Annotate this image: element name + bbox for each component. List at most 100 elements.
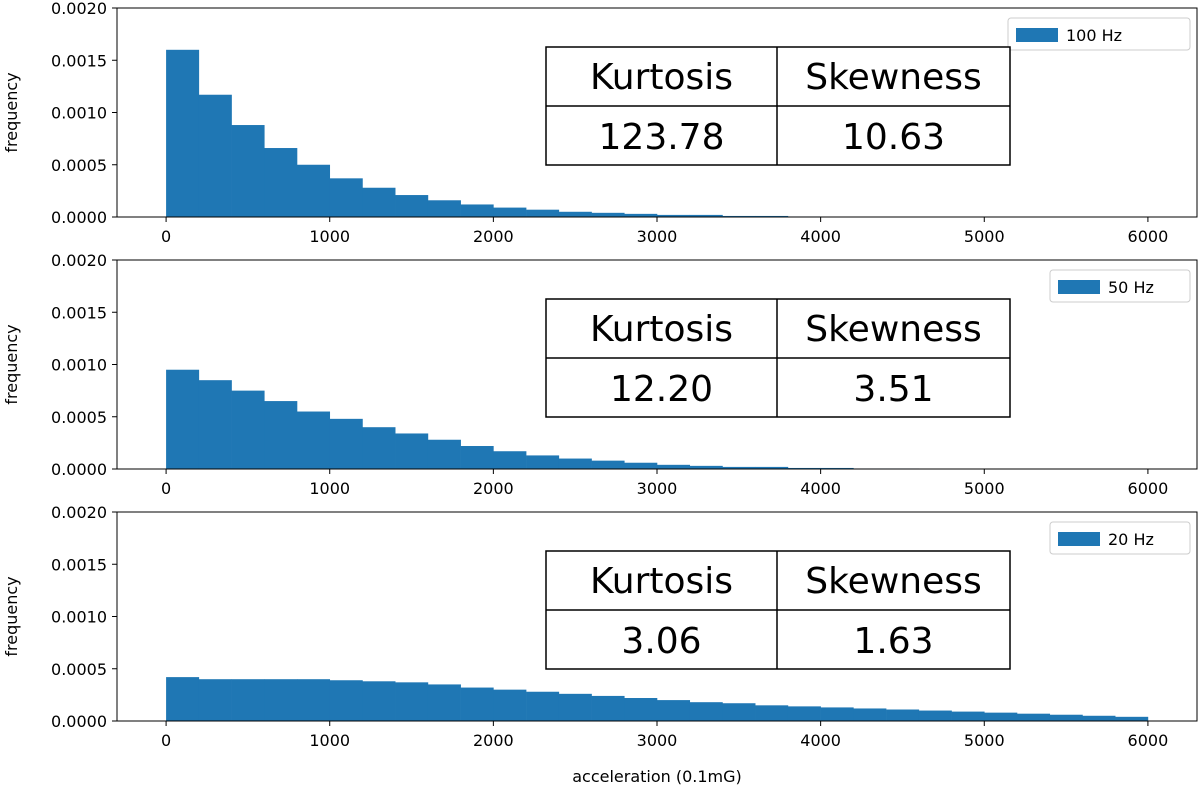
y-tick-label: 0.0020: [51, 0, 107, 18]
x-tick-label: 3000: [637, 479, 678, 498]
x-tick-label: 3000: [637, 731, 678, 750]
histogram-bar: [755, 466, 789, 469]
histogram-bar: [329, 680, 363, 721]
table-header-kurtosis: Kurtosis: [590, 309, 733, 350]
histogram-bar: [427, 684, 461, 721]
histogram-bar: [329, 178, 363, 217]
histogram-bar: [198, 679, 232, 721]
histogram-bar: [689, 702, 723, 721]
kurtosis-value: 123.78: [599, 117, 725, 158]
histogram-bar: [918, 710, 952, 721]
y-tick-label: 0.0000: [51, 208, 107, 227]
x-tick-label: 0: [161, 227, 171, 246]
histogram-bar: [820, 707, 854, 721]
histogram-bars: [166, 369, 1149, 469]
y-tick-label: 0.0010: [51, 104, 107, 123]
histogram-bar: [624, 698, 658, 721]
histogram-bar: [820, 467, 854, 469]
x-tick-label: 6000: [1128, 731, 1169, 750]
skewness-value: 10.63: [842, 117, 945, 158]
histogram-bar: [558, 693, 592, 721]
histogram-bar: [493, 451, 527, 469]
histogram-bar: [264, 148, 298, 217]
histogram-bar: [1115, 716, 1149, 721]
histogram-bar: [166, 677, 200, 721]
histogram-bar: [264, 679, 298, 721]
x-axis-label: acceleration (0.1mG): [572, 767, 742, 786]
histogram-bars: [166, 49, 887, 217]
table-header-skewness: Skewness: [805, 561, 981, 602]
x-tick-label: 1000: [309, 227, 350, 246]
histogram-bar: [591, 460, 625, 469]
histogram-bar: [755, 705, 789, 721]
histogram-bar: [362, 187, 396, 217]
histogram-bar: [984, 712, 1018, 721]
histogram-bar: [526, 209, 560, 217]
histogram-bar: [166, 49, 200, 217]
x-tick-label: 2000: [473, 731, 514, 750]
x-tick-label: 1000: [309, 479, 350, 498]
histogram-bar: [231, 679, 265, 721]
legend-swatch: [1016, 28, 1058, 42]
histogram-bar: [198, 94, 232, 217]
y-tick-label: 0.0020: [51, 503, 107, 522]
histogram-bar: [657, 464, 691, 469]
histogram-bar: [460, 204, 494, 217]
histogram-bar: [558, 211, 592, 217]
histogram-bar: [526, 455, 560, 469]
y-tick-label: 0.0010: [51, 608, 107, 627]
x-tick-label: 5000: [964, 731, 1005, 750]
stats-table: Kurtosis Skewness 12.20 3.51: [545, 298, 1011, 418]
histogram-bar: [362, 427, 396, 469]
x-tick-label: 0: [161, 731, 171, 750]
histogram-bar: [591, 212, 625, 217]
x-tick-label: 3000: [637, 227, 678, 246]
x-tick-label: 5000: [964, 227, 1005, 246]
x-tick-label: 2000: [473, 479, 514, 498]
y-tick-label: 0.0005: [51, 156, 107, 175]
table-header-kurtosis: Kurtosis: [590, 57, 733, 98]
histogram-bar: [722, 466, 756, 469]
legend: 100 Hz: [1007, 17, 1191, 51]
x-tick-label: 5000: [964, 479, 1005, 498]
y-axis-label: frequency: [2, 576, 21, 656]
skewness-value: 1.63: [853, 621, 933, 662]
stats-table: Kurtosis Skewness 123.78 10.63: [545, 46, 1011, 166]
histogram-bar: [755, 215, 789, 217]
histogram-bar: [591, 695, 625, 721]
histogram-bar: [460, 687, 494, 721]
histogram-bar: [1017, 713, 1051, 721]
stats-table: Kurtosis Skewness 3.06 1.63: [545, 550, 1011, 670]
histogram-bar: [657, 214, 691, 217]
subplot-3: 0.0000 0.0005 0.0010 0.0015 0.0020 0 1000 2000 3…: [2, 503, 1198, 750]
histogram-bar: [493, 689, 527, 721]
histogram-bar: [395, 682, 429, 721]
histogram-bar: [297, 679, 331, 721]
legend-swatch: [1058, 532, 1100, 546]
histogram-bar: [624, 213, 658, 217]
histogram-bar: [787, 706, 821, 721]
y-tick-label: 0.0015: [51, 303, 107, 322]
y-tick-label: 0.0005: [51, 660, 107, 679]
legend: 20 Hz: [1049, 521, 1191, 555]
histogram-bars: [166, 677, 1149, 721]
histogram-bar: [166, 369, 200, 469]
table-header-skewness: Skewness: [805, 309, 981, 350]
histogram-bar: [297, 411, 331, 469]
kurtosis-value: 12.20: [610, 369, 713, 410]
histogram-bar: [624, 462, 658, 469]
x-tick-label: 4000: [800, 731, 841, 750]
legend: 50 Hz: [1049, 269, 1191, 303]
y-tick-label: 0.0000: [51, 460, 107, 479]
legend-label: 50 Hz: [1108, 278, 1154, 297]
x-tick-label: 1000: [309, 731, 350, 750]
histogram-bar: [657, 700, 691, 721]
histogram-bar: [689, 214, 723, 217]
y-tick-label: 0.0005: [51, 408, 107, 427]
skewness-value: 3.51: [853, 369, 933, 410]
histogram-bar: [362, 681, 396, 721]
histogram-bar: [231, 125, 265, 217]
subplot-2: 0.0000 0.0005 0.0010 0.0015 0.0020 0 1000 2000 3…: [2, 251, 1198, 498]
histogram-bar: [558, 458, 592, 469]
